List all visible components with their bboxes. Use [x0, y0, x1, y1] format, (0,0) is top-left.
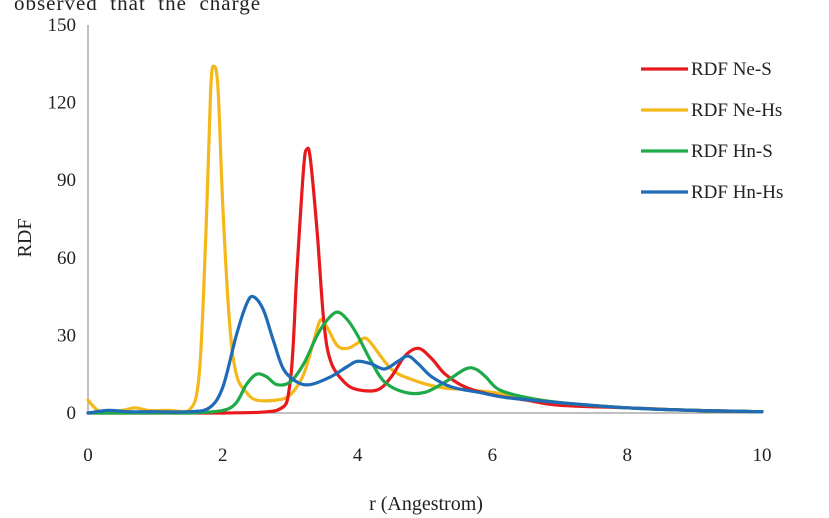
y-axis-title: RDF: [14, 219, 36, 258]
series-line-rdf-ne-hs: [86, 64, 764, 414]
series-line-rdf-ne-s: [86, 146, 764, 415]
overlapping-paper-text: observed that the charge: [14, 0, 262, 15]
legend: RDF Ne-S RDF Ne-Hs RDF Hn-S RDF Hn-Hs: [641, 59, 783, 203]
y-tick-label: 0: [67, 403, 77, 424]
x-axis-title: r (Angestrom): [369, 493, 483, 515]
legend-label: RDF Ne-Hs: [691, 100, 782, 121]
y-tick-labels: 0 30 60 90 120 150: [48, 15, 77, 424]
legend-label: RDF Hn-S: [691, 141, 773, 162]
series-line-rdf-hn-s: [86, 310, 764, 415]
y-tick-label: 90: [57, 170, 76, 191]
x-tick-labels: 0 2 4 6 8 10: [83, 445, 771, 466]
x-tick-label: 2: [218, 445, 228, 466]
y-tick-label: 30: [57, 325, 76, 346]
y-tick-label: 150: [48, 15, 77, 36]
x-tick-label: 4: [353, 445, 363, 466]
y-tick-label: 60: [57, 248, 76, 269]
x-tick-label: 10: [753, 445, 772, 466]
series-line-rdf-hn-hs: [86, 294, 764, 415]
series-lines: [86, 64, 764, 415]
legend-label: RDF Hn-Hs: [691, 182, 783, 203]
y-tick-label: 120: [48, 93, 77, 114]
legend-label: RDF Ne-S: [691, 59, 772, 80]
x-tick-label: 0: [83, 445, 93, 466]
x-tick-label: 8: [622, 445, 632, 466]
x-tick-label: 6: [488, 445, 498, 466]
